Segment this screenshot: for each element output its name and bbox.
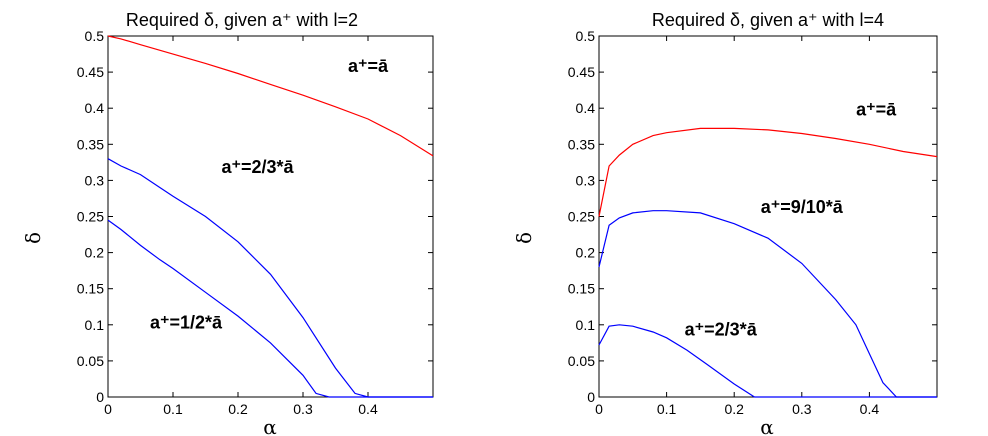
chart-right-series-0-label: a⁺=ā xyxy=(856,99,897,119)
chart-right-ytick-label: 0.45 xyxy=(568,64,595,80)
chart-left-ytick-label: 0.3 xyxy=(85,172,105,188)
chart-left-ytick-label: 0.15 xyxy=(77,281,104,297)
chart-left-series-1-line xyxy=(107,158,433,398)
chart-left-xtick-label: 0.1 xyxy=(163,401,183,417)
chart-left-series-2-line xyxy=(107,219,433,398)
chart-right-ytick-label: 0.3 xyxy=(576,172,596,188)
chart-left-xtick-label: 0.2 xyxy=(228,401,248,417)
chart-left-ytick-label: 0.35 xyxy=(77,136,104,152)
chart-right-xtick-label: 0 xyxy=(595,401,603,417)
chart-left-series-1-label: a⁺=2/3*ā xyxy=(221,157,294,177)
chart-left-ytick-label: 0.5 xyxy=(85,28,105,44)
chart-right-xlabel: α xyxy=(760,415,774,436)
chart-right-xtick-label: 0.4 xyxy=(860,401,880,417)
chart-left-ytick-label: 0.25 xyxy=(77,209,104,225)
chart-left-ytick-label: 0.2 xyxy=(85,245,105,261)
chart-left-series-0-label: a⁺=ā xyxy=(348,56,389,76)
chart-left-ytick-label: 0.05 xyxy=(77,353,104,369)
chart-right-ytick-label: 0.05 xyxy=(568,353,595,369)
chart-left-xtick-label: 0.4 xyxy=(358,401,378,417)
chart-left-axes: 0 0.05 0.1 0.15 0.2 0.25 0.3 0.35 0.4 0.45 0.5 0 0.1… xyxy=(77,28,434,417)
chart-right-series-2-line xyxy=(598,324,937,398)
chart-left-title: Required δ, given a⁺ with l=2 xyxy=(126,10,358,30)
chart-right-series-1-line xyxy=(598,210,937,398)
chart-left-xtick-label: 0 xyxy=(104,401,112,417)
chart-left-ytick-label: 0.1 xyxy=(85,317,105,333)
chart-right-series-2-label: a⁺=2/3*ā xyxy=(685,320,758,340)
chart-right-ytick-label: 0.25 xyxy=(568,209,595,225)
chart-left-series-2-label: a⁺=1/2*ā xyxy=(150,312,223,332)
chart-right-xtick-label: 0.3 xyxy=(792,401,812,417)
chart-right-ytick-label: 0 xyxy=(587,389,595,405)
chart-right-series-0-line xyxy=(598,127,938,217)
chart-left-xlabel: α xyxy=(263,415,277,436)
chart-left-xtick-label: 0.3 xyxy=(293,401,313,417)
chart-right-ytick-label: 0.35 xyxy=(568,136,595,152)
chart-left-ytick-label: 0.4 xyxy=(85,100,105,116)
chart-right-ytick-label: 0.2 xyxy=(576,245,596,261)
chart-right-ytick-label: 0.15 xyxy=(568,281,595,297)
chart-right-xtick-label: 0.2 xyxy=(724,401,744,417)
chart-right-ytick-label: 0.5 xyxy=(576,28,596,44)
chart-left-ytick-label: 0 xyxy=(96,389,104,405)
chart-right-series-1-label: a⁺=9/10*ā xyxy=(761,197,844,217)
chart-right-ytick-label: 0.1 xyxy=(576,317,596,333)
chart-right: Required δ, given a⁺ with l=4 0 0.05 0.1 0.… xyxy=(512,10,938,436)
chart-right-xtick-label: 0.1 xyxy=(657,401,677,417)
chart-left: Required δ, given a⁺ with l=2 0 0.05 0.1 0.… xyxy=(21,10,434,436)
chart-right-ylabel: δ xyxy=(512,232,536,244)
chart-right-axes: 0 0.05 0.1 0.15 0.2 0.25 0.3 0.35 0.4 0.45 0.5 0 0.1… xyxy=(568,28,938,417)
chart-right-ytick-label: 0.4 xyxy=(576,100,596,116)
chart-left-ytick-label: 0.45 xyxy=(77,64,104,80)
chart-left-series-0-line xyxy=(107,35,434,157)
chart-left-ylabel: δ xyxy=(21,232,45,244)
chart-right-title: Required δ, given a⁺ with l=4 xyxy=(652,10,884,30)
